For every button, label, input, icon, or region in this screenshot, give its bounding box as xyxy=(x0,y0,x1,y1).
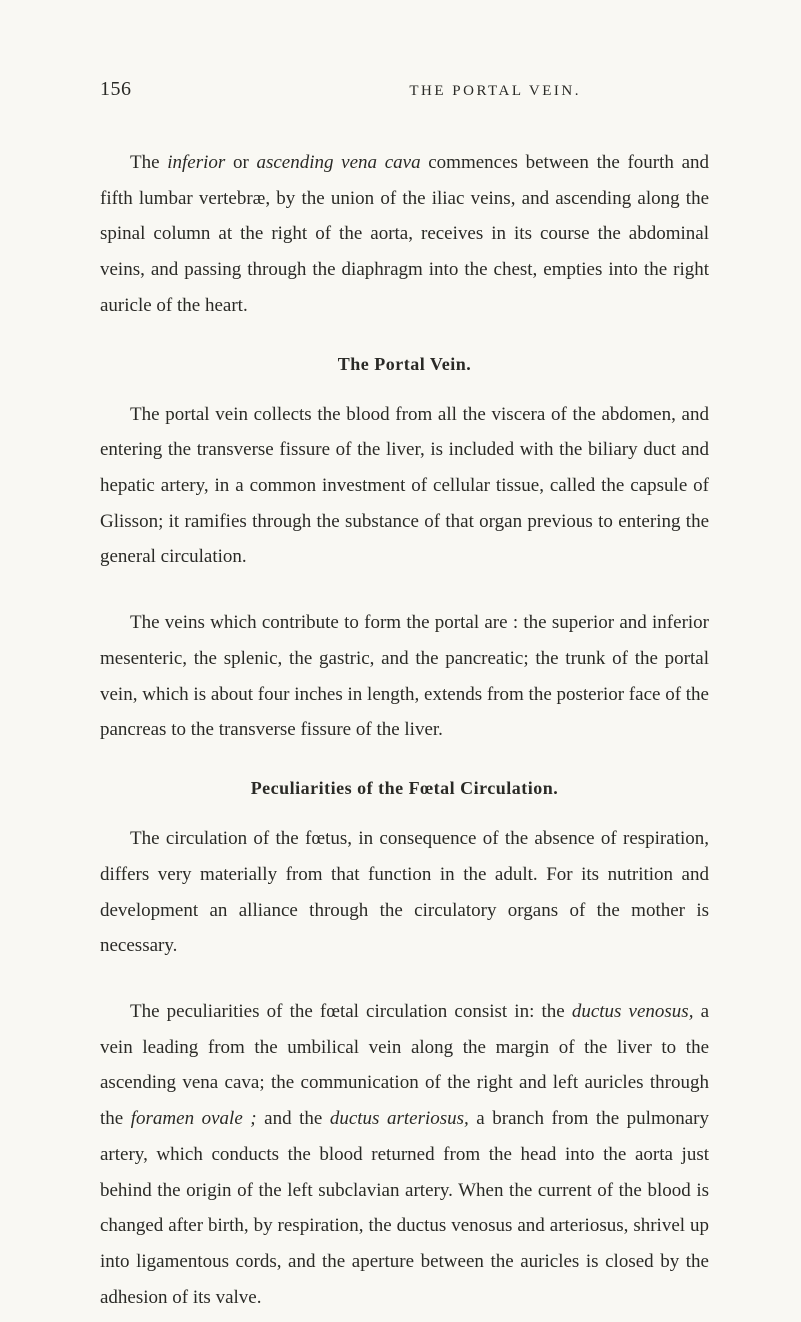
italic-term-ductus-arteriosus: ductus arteriosus, xyxy=(330,1108,469,1129)
page-number: 156 xyxy=(100,78,132,101)
header-row: 156 THE PORTAL VEIN. xyxy=(100,78,709,101)
portal-vein-para1: The portal vein collects the blood from … xyxy=(100,397,709,576)
text-fragment: a branch from the pulmonary artery, whic… xyxy=(100,1108,709,1308)
foetal-para2: The peculiarities of the fœtal circulati… xyxy=(100,994,709,1315)
intro-paragraph: The inferior or ascending vena cava comm… xyxy=(100,145,709,324)
text-fragment: The xyxy=(130,152,167,173)
running-header: THE PORTAL VEIN. xyxy=(409,83,581,100)
text-fragment: The peculiarities of the fœtal circulati… xyxy=(130,1001,572,1022)
text-fragment: and the xyxy=(257,1108,330,1129)
text-fragment: commences between the fourth and fifth l… xyxy=(100,152,709,316)
text-fragment: or xyxy=(225,152,256,173)
section-heading-foetal-circulation: Peculiarities of the Fœtal Circulation. xyxy=(100,778,709,799)
italic-term-inferior: inferior xyxy=(167,152,225,173)
section-heading-portal-vein: The Portal Vein. xyxy=(100,354,709,375)
portal-vein-para2: The veins which contribute to form the p… xyxy=(100,605,709,748)
italic-term-vena-cava: ascending vena cava xyxy=(256,152,420,173)
italic-term-ductus-venosus: ductus venosus, xyxy=(572,1001,694,1022)
foetal-para1: The circulation of the fœtus, in consequ… xyxy=(100,821,709,964)
italic-term-foramen-ovale: foramen ovale ; xyxy=(131,1108,257,1129)
